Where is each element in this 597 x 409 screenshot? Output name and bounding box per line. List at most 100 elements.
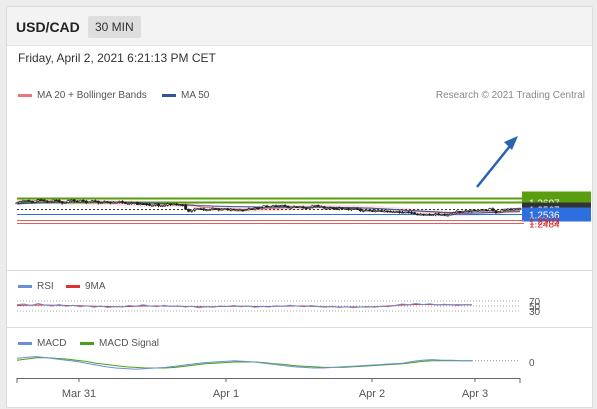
candle-body (265, 205, 269, 208)
candle-body (395, 211, 399, 213)
candle-body (54, 199, 58, 202)
candle-body (63, 202, 67, 204)
candle-body (244, 209, 248, 211)
candle-body (181, 204, 185, 207)
candle-body (289, 206, 293, 209)
candle-body (391, 211, 395, 214)
candle-body (476, 210, 480, 212)
candle-body (370, 210, 374, 212)
candles (15, 198, 522, 217)
candle-body (253, 207, 257, 210)
candle-body (425, 214, 429, 216)
candle-body (39, 199, 43, 202)
candle-body (443, 214, 447, 216)
candle-body (277, 205, 281, 207)
candle-body (232, 208, 236, 211)
legend-macd: MACD (18, 338, 66, 349)
candle-body (286, 205, 290, 208)
candle-body (184, 204, 188, 210)
date-text: Friday, April 2, 2021 6:21:13 PM CET (18, 51, 216, 65)
candle-body (45, 200, 49, 203)
candle-body (105, 201, 109, 203)
candle-body (30, 201, 34, 203)
candle-body (72, 199, 76, 202)
candle-body (175, 203, 179, 206)
candle-body (373, 210, 377, 213)
candle-body (202, 208, 206, 211)
candle-body (142, 203, 146, 205)
candle-body (331, 207, 335, 210)
candle-body (69, 199, 73, 202)
candle-body (434, 213, 438, 216)
chart-header: USD/CAD 30 MIN (7, 7, 592, 46)
candle-body (36, 199, 40, 202)
candle-body (325, 207, 329, 210)
candle-body (102, 201, 106, 203)
timeframe-badge[interactable]: 30 MIN (88, 16, 141, 38)
candle-body (455, 210, 459, 213)
candle-body (187, 208, 191, 212)
candle-body (292, 206, 296, 208)
candle-body (343, 208, 347, 210)
candle-body (78, 199, 82, 203)
candle-body (138, 203, 142, 205)
candle-body (401, 211, 405, 214)
candle-body (126, 203, 130, 205)
candle-body (310, 205, 314, 208)
candle-body (87, 201, 91, 204)
candle-body (361, 210, 365, 212)
candle-body (84, 200, 88, 203)
candle-body (169, 203, 173, 206)
candle-body (518, 208, 522, 210)
candle-body (15, 202, 19, 205)
candle-body (280, 205, 284, 207)
candle-body (217, 208, 221, 211)
candle-body (151, 204, 155, 207)
candle-body (223, 208, 227, 210)
x-tick-label: Apr 3 (462, 388, 488, 400)
candle-body (262, 205, 266, 208)
candle-body (24, 200, 28, 202)
candle-body (452, 212, 456, 215)
candle-body (166, 203, 170, 206)
candle-body (482, 209, 486, 212)
candle-body (114, 202, 118, 204)
candle-body (346, 208, 350, 210)
candle-body (145, 203, 149, 206)
candle-body (108, 201, 112, 204)
candle-body (382, 210, 386, 213)
candle-body (467, 210, 471, 213)
candle-body (268, 206, 272, 208)
candle-body (404, 211, 408, 214)
candle-body (81, 199, 85, 202)
x-tick-label: Apr 2 (359, 388, 385, 400)
candle-body (473, 209, 477, 212)
legend-bollinger: MA 20 + Bollinger Bands (18, 90, 147, 101)
candle-body (96, 200, 100, 204)
candle-body (163, 204, 167, 207)
legend-rsi: RSI (18, 281, 54, 292)
candle-body (21, 200, 25, 203)
candle-body (379, 210, 383, 212)
candle-body (66, 200, 70, 203)
candle-body (256, 207, 260, 210)
copyright-text: Research © 2021 Trading Central (435, 90, 585, 101)
level-label: 1.2484 (529, 220, 560, 231)
candle-body (301, 206, 305, 209)
chart-card: USD/CAD 30 MIN Friday, April 2, 2021 6:2… (6, 6, 593, 408)
candle-body (283, 205, 287, 207)
candle-body (349, 208, 353, 210)
legend-ma50: MA 50 (162, 90, 209, 101)
candle-body (446, 214, 450, 217)
macd-tick-label: 0 (529, 358, 535, 369)
candle-body (160, 205, 164, 208)
candle-body (178, 204, 182, 207)
candle-body (494, 210, 498, 213)
candle-body (190, 209, 194, 212)
candle-body (129, 202, 133, 205)
candle-body (123, 202, 127, 204)
candle-body (388, 210, 392, 213)
ma50-line (16, 201, 521, 214)
candle-body (512, 208, 516, 211)
candle-body (440, 214, 444, 216)
